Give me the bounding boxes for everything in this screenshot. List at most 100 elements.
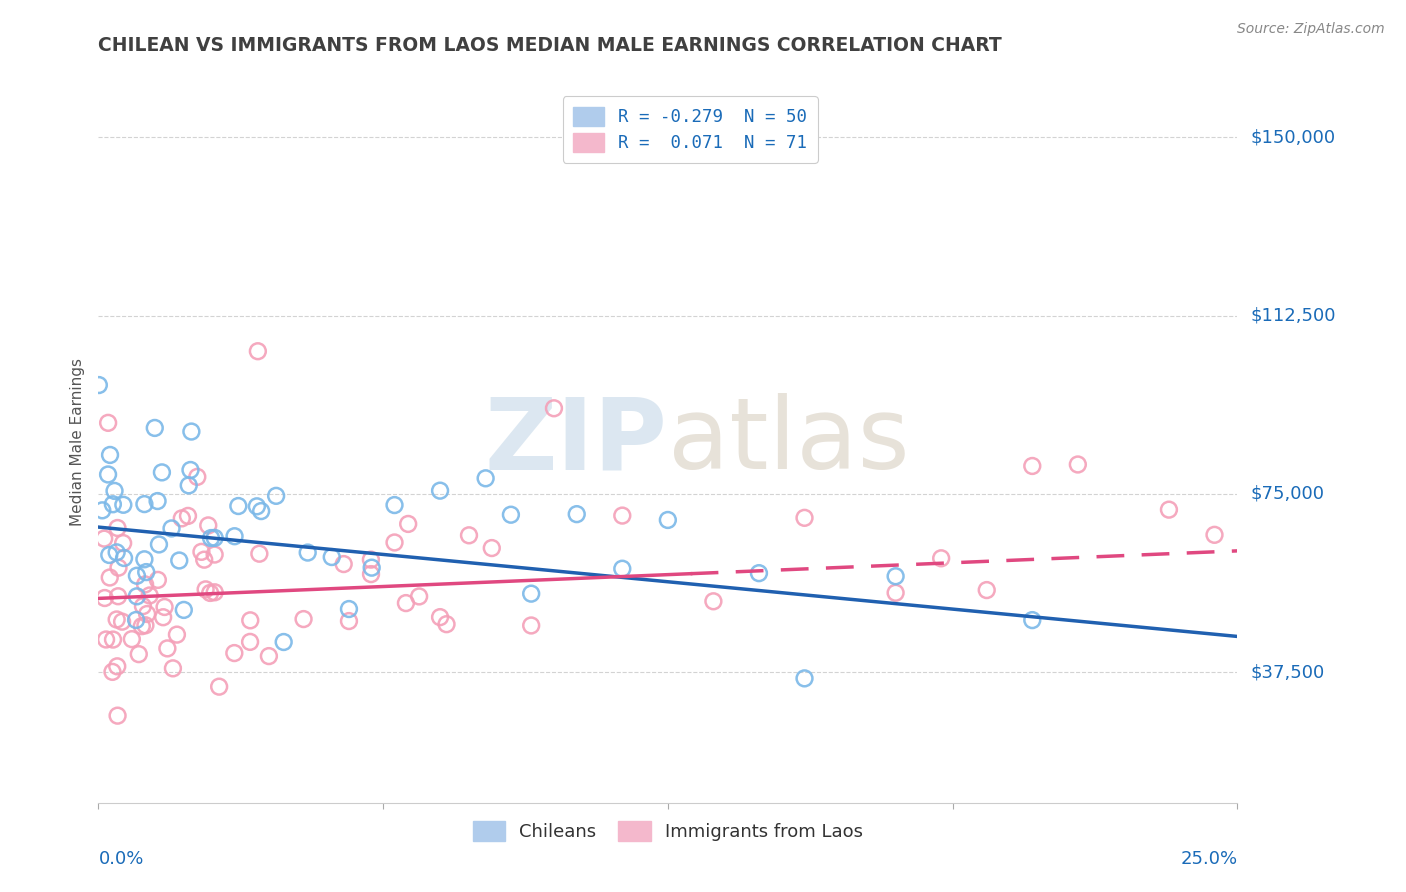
Point <box>481 541 503 555</box>
Point <box>167 553 190 567</box>
Point <box>200 531 222 545</box>
Point <box>246 344 269 359</box>
Point <box>408 590 430 604</box>
Text: $112,500: $112,500 <box>1251 307 1337 325</box>
Point <box>112 498 135 512</box>
Point <box>160 521 183 535</box>
Point <box>173 603 195 617</box>
Point <box>98 570 121 584</box>
Point <box>150 466 173 480</box>
Point <box>520 587 543 601</box>
Point <box>162 661 184 675</box>
Point <box>156 641 179 656</box>
Point <box>101 665 124 679</box>
Y-axis label: Median Male Earnings: Median Male Earnings <box>69 358 84 525</box>
Point <box>103 483 125 498</box>
Point <box>135 565 157 579</box>
Point <box>101 497 124 511</box>
Point <box>136 607 159 621</box>
Point <box>121 632 143 647</box>
Point <box>360 552 382 566</box>
Point <box>111 615 134 629</box>
Point <box>134 618 156 632</box>
Point <box>396 516 419 531</box>
Text: $37,500: $37,500 <box>1251 663 1326 681</box>
Point <box>125 613 148 627</box>
Point <box>228 499 250 513</box>
Point <box>128 647 150 661</box>
Point <box>94 632 117 647</box>
Point <box>332 557 354 571</box>
Point <box>1067 458 1090 472</box>
Point <box>204 548 226 562</box>
Point <box>657 513 679 527</box>
Point <box>1157 502 1180 516</box>
Point <box>337 614 360 628</box>
Point <box>239 635 262 649</box>
Point <box>97 416 120 430</box>
Point <box>97 467 120 482</box>
Point <box>146 573 169 587</box>
Point <box>1021 458 1043 473</box>
Point <box>239 613 262 627</box>
Point <box>134 577 156 591</box>
Point <box>112 551 135 566</box>
Point <box>297 545 319 559</box>
Point <box>247 547 270 561</box>
Point <box>246 500 269 514</box>
Point <box>204 585 226 599</box>
Point <box>543 401 565 416</box>
Point <box>105 545 128 559</box>
Point <box>474 471 496 485</box>
Text: 0.0%: 0.0% <box>98 850 143 868</box>
Point <box>153 599 176 614</box>
Point <box>177 478 200 492</box>
Text: $150,000: $150,000 <box>1251 128 1336 146</box>
Point <box>91 503 114 517</box>
Text: ZIP: ZIP <box>485 393 668 490</box>
Point <box>520 618 543 632</box>
Point <box>264 489 287 503</box>
Point <box>112 536 135 550</box>
Point <box>384 498 406 512</box>
Point <box>929 551 952 566</box>
Point <box>793 672 815 686</box>
Point <box>257 649 280 664</box>
Text: atlas: atlas <box>668 393 910 490</box>
Point <box>360 567 382 582</box>
Point <box>177 508 200 523</box>
Point <box>107 521 129 535</box>
Text: 25.0%: 25.0% <box>1180 850 1237 868</box>
Point <box>224 529 246 543</box>
Point <box>436 617 458 632</box>
Point <box>179 463 201 477</box>
Point <box>180 425 202 439</box>
Point <box>702 594 724 608</box>
Point <box>1021 613 1043 627</box>
Text: Source: ZipAtlas.com: Source: ZipAtlas.com <box>1237 22 1385 37</box>
Point <box>107 560 129 574</box>
Point <box>132 599 155 614</box>
Point <box>748 566 770 581</box>
Point <box>384 535 406 549</box>
Point <box>565 507 588 521</box>
Point <box>190 545 212 559</box>
Point <box>101 632 124 647</box>
Point <box>395 596 418 610</box>
Legend: Chileans, Immigrants from Laos: Chileans, Immigrants from Laos <box>465 814 870 848</box>
Point <box>170 511 193 525</box>
Point <box>458 528 481 542</box>
Point <box>146 494 169 508</box>
Point <box>138 589 160 603</box>
Point <box>612 508 634 523</box>
Text: $75,000: $75,000 <box>1251 485 1324 503</box>
Point <box>93 591 115 605</box>
Point <box>143 421 166 435</box>
Point <box>134 497 156 511</box>
Point <box>499 508 522 522</box>
Point <box>429 483 451 498</box>
Point <box>134 552 156 566</box>
Point <box>292 612 315 626</box>
Point <box>198 586 221 600</box>
Point <box>152 610 174 624</box>
